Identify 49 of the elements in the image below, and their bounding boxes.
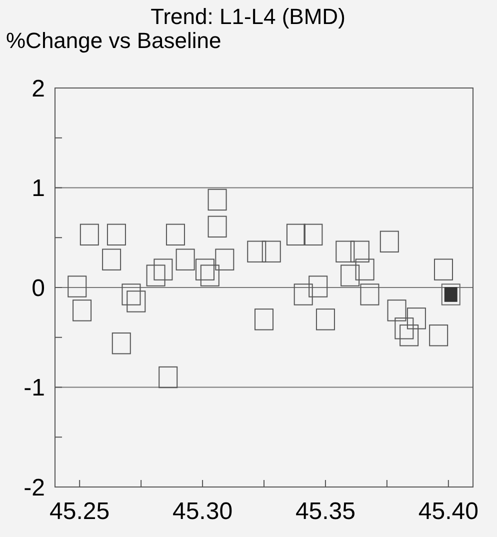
point [336,240,355,262]
y-tick-label: 0 [32,274,45,302]
y-tick-label: -1 [24,374,45,402]
point [294,284,313,306]
point [286,224,306,246]
point [80,224,99,246]
point [200,264,220,286]
point [340,264,360,286]
chart-subtitle: %Change vs Baseline [6,28,222,53]
x-tick-label: 45.30 [172,498,233,525]
point [208,216,227,238]
point [176,248,195,270]
point [208,188,227,211]
point [154,258,173,280]
point [434,258,453,280]
point [429,324,448,346]
point [72,300,92,322]
point [122,284,141,306]
point [102,248,122,270]
point [146,264,166,286]
point [355,258,374,280]
x-tick-label: 45.40 [418,498,478,525]
point [360,284,380,306]
point [112,332,131,354]
y-tick-label: 2 [32,75,45,102]
point [262,240,281,262]
point [68,276,87,298]
point [215,248,234,270]
x-tick-label: 45.35 [295,498,356,525]
point [316,308,335,330]
point [304,224,323,246]
point [400,324,419,346]
point [195,258,214,280]
point [350,240,370,262]
point [406,308,426,330]
y-tick-label: -2 [24,474,45,502]
point [166,224,185,246]
point [158,366,178,388]
chart-title: Trend: L1-L4 (BMD) [150,4,346,29]
point [387,300,406,322]
point [254,308,274,330]
point [308,276,328,298]
point [106,224,126,246]
point [380,230,399,252]
point [394,318,414,340]
x-tick-label: 45.25 [50,498,110,525]
point [247,240,266,262]
point [126,290,146,312]
y-tick-label: 1 [32,175,45,202]
